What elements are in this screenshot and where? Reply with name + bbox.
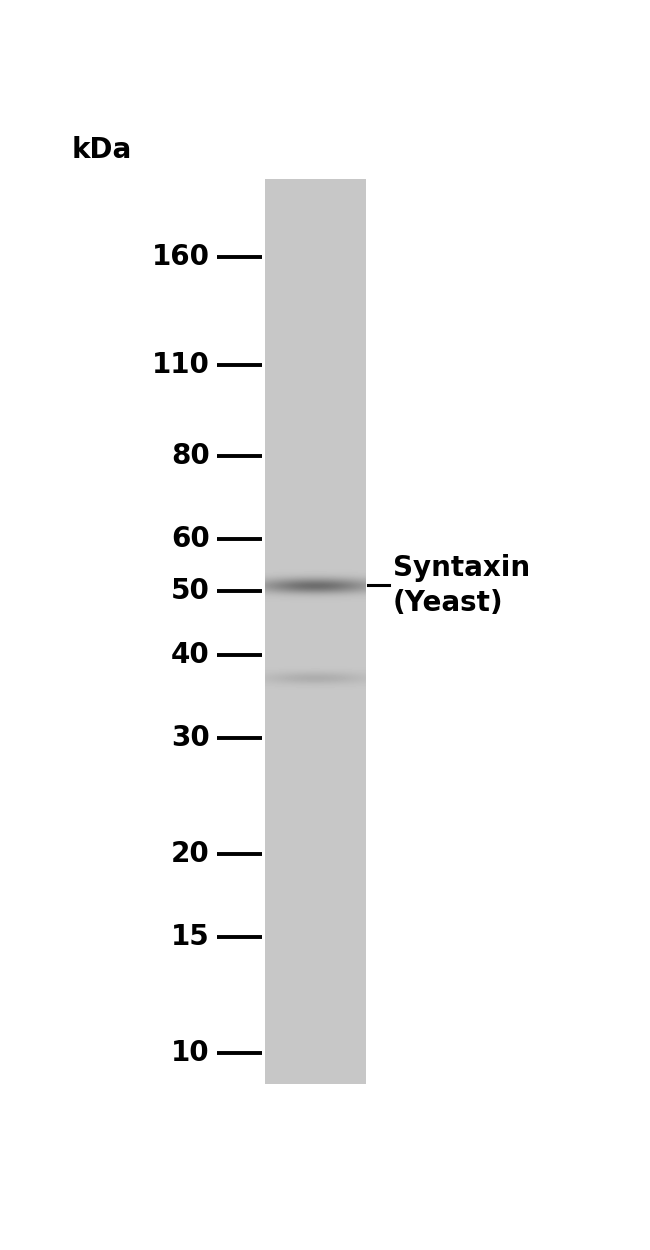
Text: 110: 110: [152, 350, 210, 379]
Text: 50: 50: [171, 578, 210, 605]
Text: 10: 10: [171, 1039, 210, 1068]
Text: 15: 15: [171, 922, 210, 951]
Text: 20: 20: [171, 840, 210, 869]
Text: Syntaxin: Syntaxin: [393, 554, 530, 581]
Text: 80: 80: [171, 442, 210, 470]
Text: kDa: kDa: [72, 136, 131, 165]
Bar: [265, 179, 366, 1084]
Text: (Yeast): (Yeast): [393, 589, 503, 618]
Text: 30: 30: [171, 724, 210, 751]
Text: 160: 160: [151, 242, 210, 271]
Text: 60: 60: [171, 525, 210, 552]
Text: 40: 40: [171, 641, 210, 669]
